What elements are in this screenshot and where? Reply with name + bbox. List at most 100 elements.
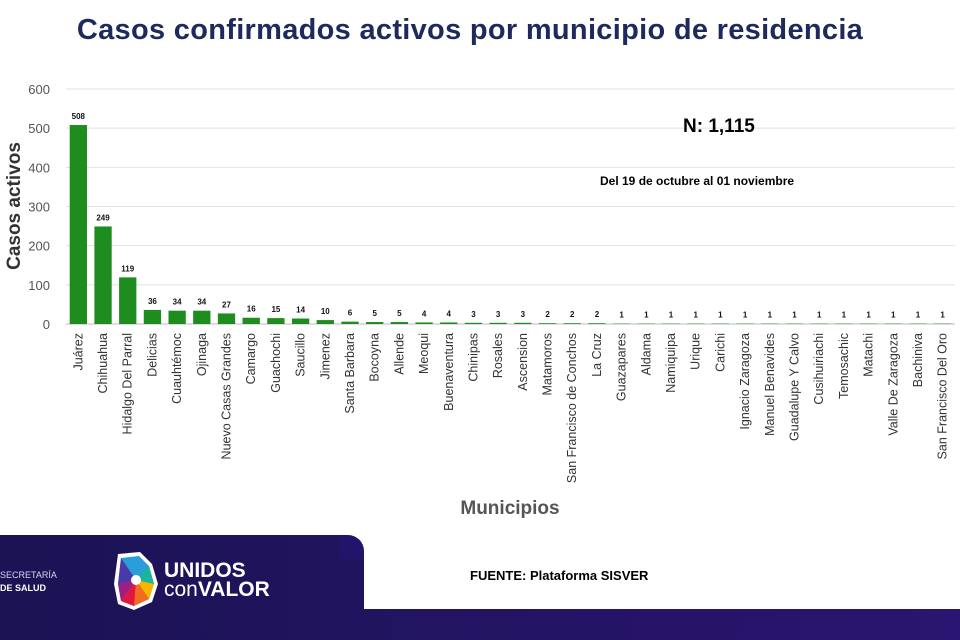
data-label: 14 (296, 306, 305, 315)
data-label: 2 (595, 310, 600, 319)
logo-valor: VALOR (197, 578, 270, 601)
bar (588, 323, 606, 324)
bar (143, 309, 162, 324)
x-tick-label: Chinipas (466, 333, 480, 382)
x-tick-label: Matachi (862, 333, 876, 377)
bar (316, 320, 334, 324)
logo-con: con (164, 578, 198, 601)
y-tick-label: 100 (28, 278, 50, 293)
y-tick-label: 0 (43, 317, 50, 332)
x-tick-label: Rosales (491, 333, 505, 378)
secretaria-logo: SECRETARÍA DE SALUD (0, 569, 57, 595)
unidos-con-valor-logo: UNIDOS conVALOR (164, 560, 270, 601)
data-label: 1 (891, 311, 896, 320)
x-tick-label: Aldama (639, 333, 653, 375)
bar (94, 226, 112, 324)
data-label: 15 (271, 305, 280, 314)
x-tick-label: Nuevo Casas Grandes (220, 333, 234, 459)
data-label: 3 (471, 310, 476, 319)
data-label: 1 (866, 311, 871, 320)
y-tick-label: 600 (28, 82, 50, 97)
x-tick-label: Ignacio Zaragoza (738, 333, 752, 430)
data-label: 1 (644, 311, 649, 320)
x-tick-label: Juárez (71, 333, 85, 371)
x-tick-label: Santa Barbara (343, 333, 357, 414)
bar (193, 310, 211, 324)
bar (217, 313, 236, 324)
data-label: 36 (148, 297, 157, 306)
x-tick-label: Hidalgo Del Parral (121, 333, 135, 434)
x-tick-label: Chihuahua (96, 333, 110, 394)
bar (440, 322, 458, 324)
data-label: 1 (718, 311, 723, 320)
x-tick-label: Carichi (713, 333, 727, 372)
data-label: 1 (792, 311, 797, 320)
x-tick-label: Cuauhtémoc (170, 333, 184, 404)
bar (168, 310, 186, 324)
x-axis-label: Municipios (460, 498, 560, 519)
x-tick-label: Urique (689, 333, 703, 370)
x-tick-label: La Cruz (590, 333, 604, 377)
x-tick-label: Cusihuiriachi (812, 333, 826, 405)
bar (341, 321, 359, 324)
data-label: 16 (247, 305, 256, 314)
y-tick-label: 400 (28, 160, 50, 175)
data-label: 1 (842, 311, 847, 320)
data-label: 34 (173, 298, 182, 307)
data-label: 3 (496, 310, 501, 319)
x-tick-label: Manuel Benavides (763, 333, 777, 436)
bar (514, 322, 532, 324)
x-tick-label: Delicias (145, 333, 159, 377)
x-tick-label: Matamoros (541, 333, 555, 396)
x-tick-label: Ojinaga (195, 333, 209, 376)
bar (563, 323, 581, 324)
data-label: 1 (619, 311, 624, 320)
secretaria-line2: DE SALUD (0, 583, 47, 593)
data-label: 508 (72, 112, 86, 121)
chihuahua-map-logo-icon (114, 552, 158, 610)
data-label: 1 (743, 311, 748, 320)
date-range-annotation: Del 19 de octubre al 01 noviembre (600, 174, 795, 188)
data-label: 119 (121, 264, 134, 273)
data-label: 2 (545, 310, 550, 319)
y-axis-label: Casos activos (4, 142, 25, 270)
data-label: 5 (372, 309, 377, 318)
data-label: 249 (96, 213, 110, 222)
x-tick-label: Valle De Zaragoza (886, 333, 900, 436)
bar (267, 318, 285, 324)
data-label: 1 (940, 311, 945, 320)
x-tick-label: Guadalupe Y Calvo (787, 333, 801, 441)
source-label: FUENTE: Plataforma SISVER (470, 568, 649, 583)
x-tick-label: Guazapares (615, 333, 629, 401)
data-label: 34 (197, 298, 206, 307)
data-label: 6 (348, 309, 353, 318)
bar (538, 323, 557, 324)
bar (415, 322, 433, 324)
bar (119, 277, 137, 324)
data-label: 1 (817, 311, 822, 320)
bar (366, 322, 384, 324)
x-tick-label: Bachiniva (911, 333, 925, 387)
x-tick-label: Saucillo (294, 333, 308, 377)
x-tick-label: Guachochi (269, 333, 283, 393)
bar (291, 318, 310, 324)
data-label: 3 (521, 310, 526, 319)
y-tick-label: 200 (28, 239, 50, 254)
bar (242, 317, 260, 324)
data-label: 4 (422, 309, 427, 318)
x-tick-label: Temosachic (837, 333, 851, 399)
x-tick-label: Allende (392, 333, 406, 375)
y-tick-label: 500 (28, 121, 50, 136)
data-label: 27 (222, 300, 231, 309)
x-tick-label: Bocoyna (368, 333, 382, 382)
data-label: 1 (669, 311, 674, 320)
data-label: 5 (397, 309, 402, 318)
bar (69, 125, 87, 325)
chart-title: Casos confirmados activos por municipio … (76, 14, 864, 46)
x-tick-label: Camargo (244, 333, 258, 384)
x-tick-label: Meoqui (417, 333, 431, 374)
x-tick-label: San Francisco de Conchos (565, 333, 579, 483)
x-tick-label: Jimenez (318, 333, 332, 380)
data-label: 1 (768, 311, 773, 320)
secretaria-line1: SECRETARÍA (0, 570, 57, 580)
